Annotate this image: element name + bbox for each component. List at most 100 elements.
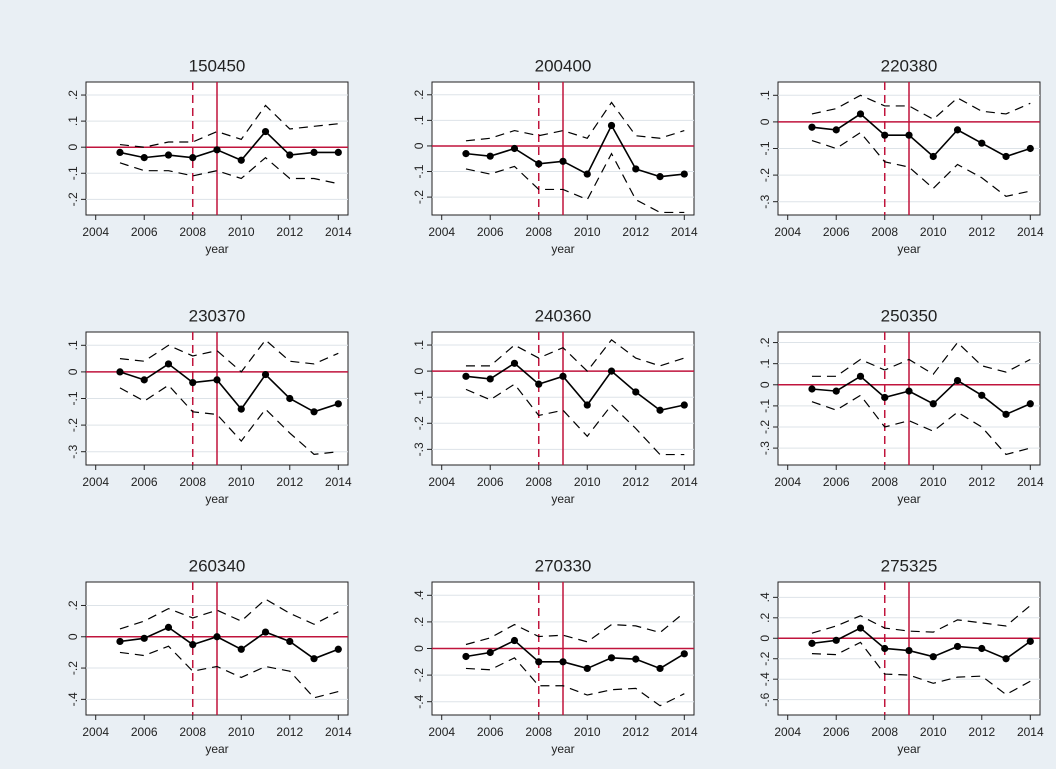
point <box>164 360 173 368</box>
point <box>808 123 816 131</box>
point <box>334 400 342 408</box>
x-axis-label: year <box>897 742 920 756</box>
point <box>140 154 148 162</box>
x-tick-label: 2006 <box>131 725 158 739</box>
y-tick-label: .4 <box>758 592 772 602</box>
series-line <box>811 112 1031 158</box>
series-line <box>119 384 339 455</box>
point <box>510 144 519 153</box>
x-tick-label: 2014 <box>1017 725 1044 739</box>
x-tick-label: 2012 <box>622 225 649 239</box>
series-line <box>811 641 1031 696</box>
point <box>808 385 816 393</box>
chart-title: 240360 <box>535 306 592 325</box>
x-tick-label: 2008 <box>871 475 898 489</box>
point <box>559 658 567 666</box>
point <box>1026 144 1034 153</box>
series-line <box>119 645 339 699</box>
point <box>680 170 688 178</box>
x-tick-label: 2012 <box>622 475 649 489</box>
point <box>189 640 197 649</box>
point <box>953 376 962 385</box>
point <box>237 405 245 413</box>
x-axis-label: year <box>551 492 574 506</box>
x-tick-label: 2010 <box>574 475 601 489</box>
y-tick-label: .4 <box>412 590 426 600</box>
point <box>286 637 294 646</box>
point <box>929 152 937 161</box>
x-tick-label: 2008 <box>525 725 552 739</box>
series-line <box>465 612 685 646</box>
point <box>261 127 270 136</box>
x-axis-label: year <box>205 242 228 256</box>
series-line <box>119 339 339 373</box>
y-tick-label: -.3 <box>758 441 772 455</box>
y-tick-label: -.2 <box>66 192 80 206</box>
point <box>213 146 221 154</box>
x-axis-label: year <box>205 742 228 756</box>
x-tick-label: 2004 <box>428 475 455 489</box>
x-axis-label: year <box>551 742 574 756</box>
series-line <box>465 123 685 178</box>
x-tick-label: 2010 <box>228 225 255 239</box>
point <box>261 370 270 379</box>
x-tick-label: 2004 <box>82 725 109 739</box>
series-line <box>811 627 1031 660</box>
y-tick-label: -.2 <box>66 418 80 432</box>
y-tick-label: 0 <box>66 368 80 375</box>
x-tick-label: 2008 <box>871 725 898 739</box>
point <box>486 648 494 657</box>
y-tick-label: .2 <box>412 617 426 627</box>
y-tick-label: 0 <box>66 144 80 151</box>
point <box>189 378 197 387</box>
point <box>510 636 519 645</box>
point <box>583 401 591 409</box>
chart-title: 230370 <box>189 306 246 325</box>
y-tick-label: .2 <box>66 600 80 610</box>
point <box>1002 410 1010 418</box>
point <box>978 391 986 399</box>
y-tick-label: -.1 <box>412 390 426 404</box>
x-tick-label: 2012 <box>968 475 995 489</box>
x-tick-label: 2006 <box>823 725 850 739</box>
x-tick-label: 2008 <box>179 225 206 239</box>
point <box>832 636 840 644</box>
point <box>656 173 664 181</box>
point <box>140 376 148 384</box>
y-tick-label: -.2 <box>758 651 772 665</box>
x-tick-label: 2010 <box>574 225 601 239</box>
series-line <box>465 101 685 142</box>
point <box>832 387 840 395</box>
point <box>1002 152 1010 161</box>
x-tick-label: 2008 <box>525 475 552 489</box>
y-tick-label: 0 <box>412 367 426 374</box>
point <box>607 121 616 130</box>
point <box>929 400 937 408</box>
point <box>310 148 318 157</box>
point <box>334 645 342 653</box>
series-line <box>465 338 685 373</box>
series-line <box>119 104 339 148</box>
y-tick-label: .2 <box>66 90 80 100</box>
point <box>607 654 616 662</box>
x-tick-label: 2006 <box>131 475 158 489</box>
x-tick-label: 2006 <box>477 225 504 239</box>
y-tick-label: -.1 <box>758 141 772 155</box>
point <box>1002 655 1010 663</box>
y-tick-label: -.1 <box>758 399 772 413</box>
x-tick-label: 2014 <box>1017 475 1044 489</box>
x-tick-label: 2004 <box>82 225 109 239</box>
y-tick-label: -.3 <box>758 194 772 208</box>
x-tick-label: 2004 <box>774 225 801 239</box>
series-line <box>811 94 1031 120</box>
point <box>680 401 688 409</box>
point <box>1026 637 1034 645</box>
x-tick-label: 2006 <box>131 225 158 239</box>
point <box>140 634 148 642</box>
point <box>680 650 688 658</box>
point <box>535 658 543 666</box>
x-tick-label: 2008 <box>871 225 898 239</box>
x-tick-label: 2004 <box>428 725 455 739</box>
point <box>881 644 889 653</box>
x-tick-label: 2004 <box>82 475 109 489</box>
